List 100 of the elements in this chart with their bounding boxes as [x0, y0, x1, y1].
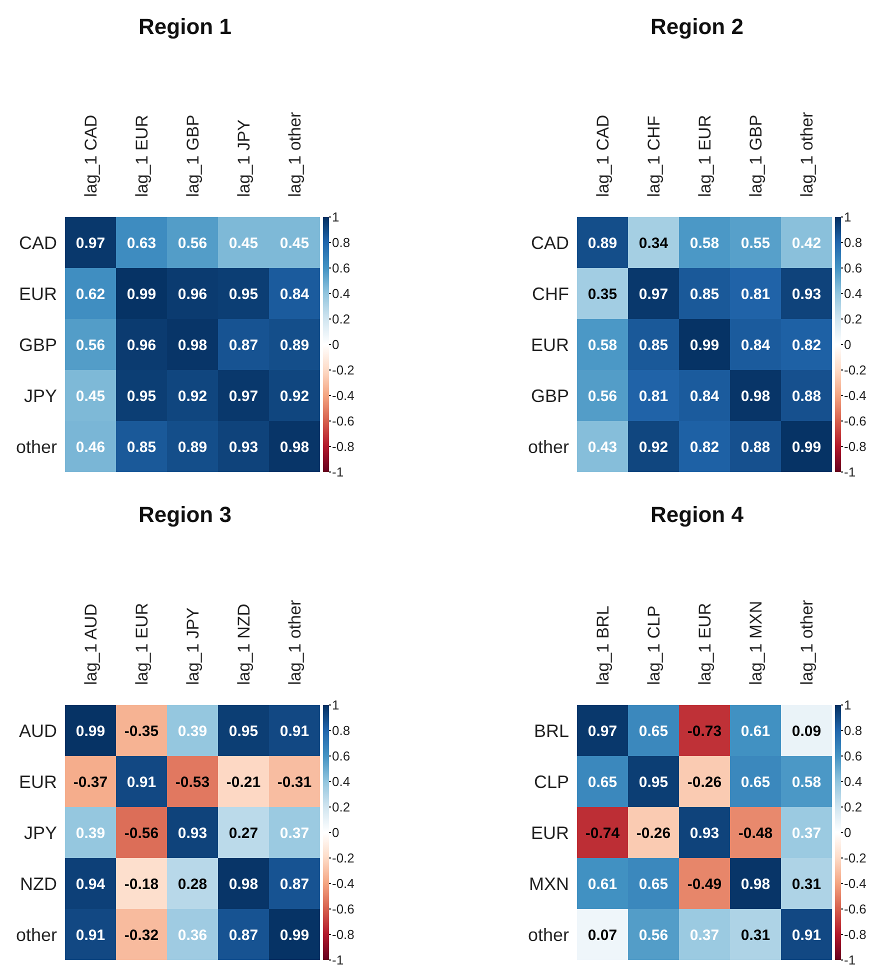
x-tick-label: lag_1 GBP	[183, 114, 202, 197]
color-bar-label: -0.4	[332, 876, 354, 892]
data-label: 0.37	[792, 824, 822, 842]
y-tick-label: CAD	[530, 232, 569, 253]
data-label: 0.27	[228, 824, 258, 842]
data-label: -0.49	[687, 876, 722, 893]
x-tick-label: lag_1 CAD	[81, 114, 100, 197]
y-tick-label: CAD	[18, 232, 57, 253]
data-label: 0.62	[76, 286, 106, 303]
y-tick-label: AUD	[18, 720, 57, 741]
data-label: 0.97	[76, 234, 106, 252]
color-bar-label: 0.4	[332, 774, 350, 790]
x-tick-label: lag_1 GBP	[746, 114, 766, 197]
y-tick-label: BRL	[534, 720, 569, 741]
data-label: 0.37	[280, 824, 310, 842]
x-tick-label: lag_1 MXN	[746, 600, 766, 685]
data-label: 0.31	[740, 926, 770, 944]
data-label: 0.93	[228, 438, 258, 456]
color-bar-label: 0.8	[332, 723, 350, 738]
data-label: 0.98	[740, 388, 770, 405]
color-bar-label: 0.6	[844, 748, 862, 764]
color-bar-label: 0.6	[332, 748, 350, 764]
data-label: 0.56	[178, 234, 208, 252]
data-label: 0.87	[228, 926, 258, 944]
data-label: 0.81	[740, 286, 770, 303]
data-label: 0.58	[690, 234, 720, 252]
data-label: 0.43	[588, 438, 618, 456]
x-tick-label: lag_1 EUR	[695, 114, 714, 197]
x-tick-label: lag_1 other	[285, 112, 304, 197]
data-label: 0.91	[792, 926, 822, 944]
data-label: 0.93	[690, 824, 720, 842]
data-label: -0.26	[687, 774, 722, 791]
data-label: 0.93	[178, 824, 208, 842]
data-label: 0.45	[228, 234, 258, 252]
y-tick-label: GBP	[18, 334, 57, 355]
x-tick-label: lag_1 EUR	[132, 114, 152, 197]
data-label: 0.39	[178, 722, 208, 740]
color-bar-label: -0.8	[844, 439, 866, 454]
y-tick-label: MXN	[529, 874, 569, 894]
color-bar-label: 0	[332, 337, 340, 352]
data-label: -0.37	[73, 774, 108, 791]
data-label: 0.96	[126, 336, 156, 354]
y-tick-label: EUR	[18, 284, 57, 304]
data-label: 0.93	[792, 286, 822, 303]
data-label: 0.97	[228, 388, 258, 405]
x-tick-label: lag_1 JPY	[234, 120, 254, 197]
data-label: 0.63	[126, 234, 156, 252]
x-tick-label: lag_1 CHF	[644, 116, 664, 197]
color-bar-label: 1	[332, 210, 340, 225]
color-bar-label: 0	[332, 825, 340, 840]
data-label: 0.96	[178, 286, 208, 303]
data-label: 0.39	[76, 824, 106, 842]
data-label: 0.95	[638, 774, 668, 791]
color-bar-label: -0.6	[332, 414, 354, 429]
data-label: 0.56	[588, 388, 618, 405]
data-label: 0.97	[588, 722, 618, 740]
data-label: 0.84	[690, 388, 720, 405]
color-bar-label: -0.8	[332, 927, 354, 942]
data-label: 0.36	[178, 926, 208, 944]
data-label: 0.92	[280, 388, 310, 405]
data-label: -0.32	[124, 926, 159, 944]
data-label: 0.37	[690, 926, 720, 944]
chart-title: Region 2	[650, 14, 744, 40]
color-bar-label: -0.8	[332, 439, 354, 454]
data-label: 0.58	[792, 774, 822, 791]
data-label: 0.46	[76, 438, 106, 456]
data-label: 0.28	[178, 876, 208, 893]
color-bar-label: 0	[844, 825, 852, 840]
color-bar-label: -1	[844, 464, 856, 480]
data-label: 0.98	[178, 336, 208, 354]
data-label: -0.18	[124, 876, 159, 893]
data-label: 0.92	[638, 438, 668, 456]
data-label: 0.91	[126, 774, 156, 791]
data-label: 0.56	[76, 336, 106, 354]
data-label: 0.91	[76, 926, 106, 944]
x-tick-label: lag_1 JPY	[183, 608, 202, 685]
color-bar-label: -0.2	[332, 850, 354, 866]
color-bar-label: 1	[844, 698, 852, 713]
color-bar-label: -0.2	[844, 362, 866, 378]
color-bar-label: -0.4	[844, 388, 866, 404]
data-label: 0.34	[638, 234, 669, 252]
data-label: 0.94	[76, 876, 106, 893]
data-label: 0.87	[280, 876, 310, 893]
color-bar-label: -1	[332, 464, 344, 480]
data-label: 0.84	[740, 336, 771, 354]
data-label: 0.87	[228, 336, 258, 354]
data-label: -0.56	[124, 824, 159, 842]
y-tick-label: CHF	[532, 284, 569, 304]
color-bar-label: -0.4	[844, 876, 866, 892]
data-label: -0.35	[124, 722, 159, 740]
data-label: 0.56	[638, 926, 668, 944]
y-tick-label: CLP	[534, 772, 569, 792]
data-label: -0.73	[687, 722, 722, 740]
color-bar-label: 1	[332, 698, 340, 713]
data-label: 0.45	[280, 234, 310, 252]
color-bar-label: 0.8	[844, 723, 862, 738]
color-bar-label: 0.6	[332, 260, 350, 276]
data-label: -0.53	[175, 774, 210, 791]
x-tick-label: lag_1 EUR	[132, 602, 152, 685]
data-label: 0.95	[126, 388, 156, 405]
